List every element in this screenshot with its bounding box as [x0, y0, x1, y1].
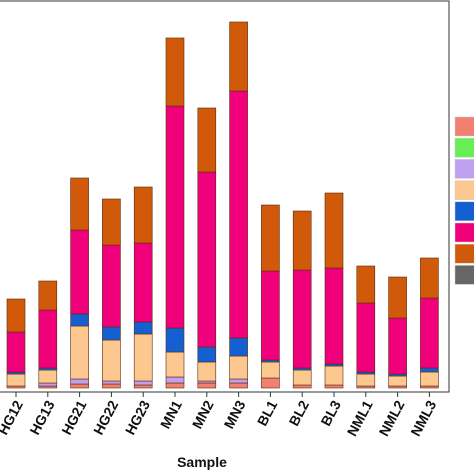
- bar-segment: [70, 383, 89, 389]
- bar-segment: [6, 298, 26, 333]
- bar-segment: [292, 210, 312, 271]
- bar-segment: [292, 269, 312, 369]
- bar-segment: [133, 380, 153, 386]
- legend-swatch: [454, 222, 474, 243]
- bar-segment: [70, 325, 89, 380]
- x-tick-label: MN3: [221, 397, 249, 431]
- bar-segment: [197, 171, 217, 348]
- bar-segment: [102, 339, 121, 382]
- legend-swatch: [454, 201, 474, 222]
- bar-segment: [70, 313, 89, 327]
- bar-segment: [197, 382, 217, 389]
- legend-swatch: [454, 265, 474, 285]
- bar-segment: [292, 384, 312, 389]
- legend-swatch: [454, 243, 474, 264]
- bar-segment: [261, 204, 280, 272]
- bar-segment: [197, 361, 217, 382]
- bar-segment: [261, 361, 280, 379]
- x-tick-label: BL3: [317, 397, 344, 428]
- bar-segment: [133, 321, 153, 335]
- bar-segment: [133, 384, 153, 389]
- x-tick-label: HG23: [122, 397, 153, 437]
- x-tick-label: MN1: [157, 397, 185, 431]
- bar-segment: [324, 192, 344, 269]
- x-tick-label: NML3: [407, 397, 439, 438]
- bar-segment: [165, 382, 185, 389]
- x-tick-label: HG21: [58, 397, 89, 437]
- bar-segment: [388, 276, 407, 319]
- bar-segment: [324, 384, 344, 389]
- legend-swatch: [454, 159, 474, 179]
- x-tick-label: HG22: [90, 397, 121, 437]
- legend-swatch: [454, 180, 474, 200]
- bar-segment: [388, 317, 407, 375]
- legend-swatch: [454, 116, 474, 137]
- bar-segment: [197, 346, 217, 363]
- x-tick-label: BL1: [254, 397, 281, 428]
- x-tick-label: NML1: [344, 397, 376, 438]
- bar-segment: [420, 297, 439, 369]
- bar-segment: [70, 378, 89, 385]
- bar-segment: [133, 186, 153, 244]
- plot-border: [0, 0, 450, 393]
- bar-segment: [165, 327, 185, 353]
- bar-segment: [38, 280, 58, 311]
- bar-segment: [420, 367, 439, 373]
- bar-segment: [38, 382, 58, 387]
- bar-segment: [133, 242, 153, 323]
- bar-segment: [324, 365, 344, 386]
- bar-segment: [229, 355, 248, 380]
- bar-segment: [38, 369, 58, 384]
- bar-segment: [165, 37, 185, 107]
- bar-segment: [261, 270, 280, 361]
- bar-segment: [70, 177, 89, 231]
- bar-segment: [388, 375, 407, 387]
- bar-segment: [420, 257, 439, 299]
- bar-segment: [229, 337, 248, 357]
- bar-segment: [229, 21, 248, 92]
- bar-segment: [356, 265, 376, 304]
- bar-segment: [229, 382, 248, 389]
- bar-segment: [102, 380, 121, 385]
- x-axis-label: Sample: [177, 454, 227, 470]
- bar-segment: [102, 198, 121, 246]
- bar-segment: [292, 369, 312, 386]
- bar-segment: [38, 309, 58, 369]
- bar-segment: [165, 105, 185, 329]
- bar-segment: [102, 383, 121, 389]
- bar-segment: [356, 373, 376, 387]
- bar-segment: [102, 326, 121, 341]
- bar-segment: [6, 373, 26, 387]
- bar-segment: [261, 377, 280, 389]
- bar-segment: [6, 331, 26, 373]
- x-tick-label: NML2: [375, 397, 407, 438]
- x-tick-label: MN2: [189, 397, 217, 431]
- bar-segment: [102, 244, 121, 328]
- legend-swatch: [454, 137, 474, 158]
- bar-segment: [133, 333, 153, 382]
- bar-segment: [420, 371, 439, 387]
- x-tick-label: HG13: [26, 397, 57, 437]
- bar-segment: [165, 351, 185, 378]
- bar-segment: [229, 378, 248, 384]
- bar-segment: [324, 267, 344, 365]
- bar-segment: [197, 107, 217, 173]
- bar-segment: [70, 229, 89, 315]
- bar-segment: [356, 302, 376, 373]
- bar-segment: [229, 90, 248, 339]
- x-tick-label: HG12: [0, 397, 26, 437]
- x-tick-label: BL2: [286, 397, 313, 428]
- bar-segment: [165, 376, 185, 384]
